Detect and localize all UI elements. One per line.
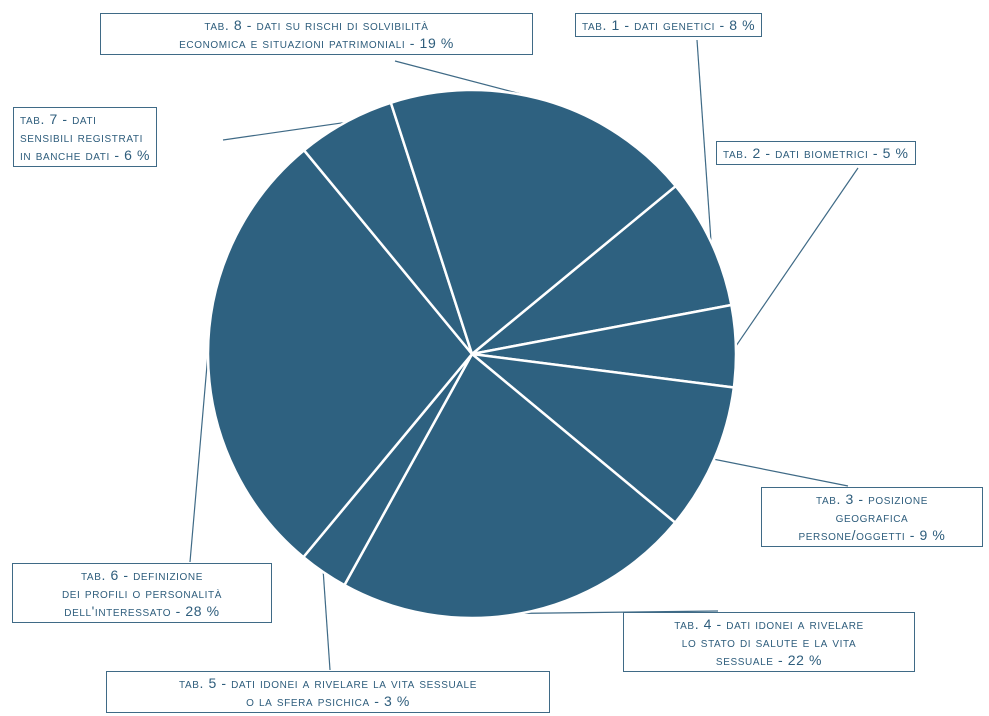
leader-line-4 bbox=[521, 610, 719, 615]
label-line: TAB. 8 - DATI SU RISCHI DI SOLVIBILITÀ bbox=[204, 17, 429, 33]
label-line: O LA SFERA PSICHICA - 3 % bbox=[246, 693, 410, 709]
pie-slices bbox=[206, 88, 738, 620]
label-line: TAB. 4 - DATI IDONEI A RIVELARE bbox=[674, 616, 864, 632]
pie-slice-3 bbox=[470, 352, 736, 524]
label-line: GEOGRAFICA bbox=[835, 509, 909, 525]
label-line: TAB. 1 - DATI GENETICI - 8 % bbox=[582, 17, 756, 33]
label-line: ECONOMICA E SITUAZIONI PATRIMONIALI - 19… bbox=[179, 35, 454, 51]
slice-label-tab-4: TAB. 4 - DATI IDONEI A RIVELARE LO STATO… bbox=[623, 612, 915, 672]
leader-line-1 bbox=[696, 39, 712, 243]
label-line: DEI PROFILI O PERSONALITÀ bbox=[61, 585, 223, 601]
slice-label-tab-7: TAB. 7 - DATI SENSIBILI REGISTRATI IN BA… bbox=[13, 107, 158, 167]
label-line: PERSONE/OGGETTI - 9 % bbox=[798, 527, 946, 543]
slice-label-tab-2: TAB. 2 - DATI BIOMETRICI - 5 % bbox=[716, 141, 916, 165]
pie-slice-6 bbox=[206, 149, 474, 559]
label-line: IN BANCHE DATI - 6 % bbox=[20, 147, 151, 163]
slice-label-tab-5: TAB. 5 - DATI IDONEI A RIVELARE LA VITA … bbox=[106, 671, 550, 713]
label-line: TAB. 6 - DEFINIZIONE bbox=[80, 567, 204, 583]
label-line: SENSIBILI REGISTRATI bbox=[20, 129, 143, 145]
label-line: LO STATO DI SALUTE E LA VITA bbox=[681, 634, 857, 650]
pie-slice-8 bbox=[389, 88, 677, 356]
label-line: TAB. 7 - DATI bbox=[20, 111, 97, 127]
label-line: TAB. 5 - DATI IDONEI A RIVELARE LA VITA … bbox=[179, 675, 477, 691]
slice-label-tab-1: TAB. 1 - DATI GENETICI - 8 % bbox=[575, 13, 763, 37]
leader-lines bbox=[189, 39, 859, 671]
slice-label-tab-3: TAB. 3 - POSIZIONE GEOGRAFICA PERSONE/OG… bbox=[761, 487, 983, 547]
label-line: TAB. 2 - DATI BIOMETRICI - 5 % bbox=[723, 145, 909, 161]
slice-label-tab-6: TAB. 6 - DEFINIZIONE DEI PROFILI O PERSO… bbox=[12, 563, 272, 623]
leader-line-2 bbox=[735, 167, 859, 347]
pie-slice-4 bbox=[343, 352, 677, 620]
label-line: TAB. 3 - POSIZIONE bbox=[816, 491, 928, 507]
pie-slice-1 bbox=[470, 184, 733, 356]
leader-line-7 bbox=[222, 121, 346, 141]
label-line: DELL'INTERESSATO - 28 % bbox=[64, 603, 220, 619]
leader-line-6 bbox=[189, 353, 209, 563]
label-line: SESSUALE - 22 % bbox=[715, 652, 823, 668]
leader-line-3 bbox=[713, 458, 849, 487]
leader-line-5 bbox=[322, 572, 331, 671]
slice-label-tab-8: TAB. 8 - DATI SU RISCHI DI SOLVIBILITÀ E… bbox=[100, 13, 533, 55]
